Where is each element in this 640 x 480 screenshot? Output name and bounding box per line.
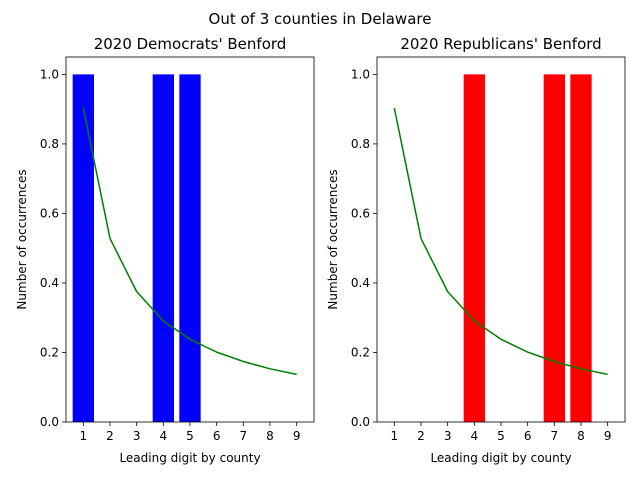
republicans-panel: 1 2 3 4 5 6 7 8 9 0.0 0.2 0.4 0.6 0.8 1.0 2020 Republic… (326, 35, 626, 465)
chart-0-y-tick-label-2: 0.4 (40, 276, 59, 290)
chart-0-x-tick-label-2: 2 (106, 429, 114, 443)
chart-1-y-tick-label-1: 0.2 (351, 345, 370, 359)
chart-1-y-tick-label-3: 0.6 (351, 206, 370, 220)
chart-1-x-tick-label-1: 1 (391, 429, 399, 443)
chart-1-x-tick-label-9: 9 (604, 429, 612, 443)
chart-0-y-tick-label-5: 1.0 (40, 67, 59, 81)
democrats-panel: 1 2 3 4 5 6 7 8 9 0.0 0.2 0.4 0.6 0.8 1.0 2020 Democrat… (15, 35, 315, 465)
chart-0-benford-line (82, 107, 297, 376)
chart-0-x-tick-label-9: 9 (293, 429, 301, 443)
chart-0-x-axis-label: Leading digit by county (119, 451, 260, 465)
chart-1-y-tick-label-5: 1.0 (351, 67, 370, 81)
chart-1-x-tick-label-6: 6 (524, 429, 532, 443)
chart-0-title: 2020 Democrats' Benford (94, 35, 287, 53)
chart-1-x-tick-label-4: 4 (471, 429, 479, 443)
chart-0-x-tick-label-7: 7 (240, 429, 248, 443)
figure-suptitle: Out of 3 counties in Delaware (209, 10, 432, 28)
chart-0-y-tick-label-3: 0.6 (40, 206, 59, 220)
chart-0-x-tick-label-8: 8 (266, 429, 274, 443)
chart-1-bar-digit-8 (570, 74, 592, 422)
chart-0-x-tick-label-3: 3 (133, 429, 141, 443)
chart-0-bar-digit-1 (72, 74, 94, 422)
chart-0-bar-digit-4 (152, 74, 174, 422)
chart-1-x-tick-label-7: 7 (551, 429, 559, 443)
chart-0-y-tick-label-4: 0.8 (40, 137, 59, 151)
chart-0-x-tick-label-6: 6 (213, 429, 221, 443)
chart-0-bar-digit-5 (179, 74, 201, 422)
chart-1-x-tick-label-8: 8 (577, 429, 585, 443)
chart-1-y-tick-label-4: 0.8 (351, 137, 370, 151)
chart-0-x-tick-label-4: 4 (160, 429, 168, 443)
chart-1-bar-digit-7 (543, 74, 565, 422)
chart-1-y-axis-label: Number of occurrences (326, 169, 340, 309)
chart-1-benford-line (393, 107, 608, 376)
chart-1-y-tick-label-2: 0.4 (351, 276, 370, 290)
chart-0-y-tick-label-0: 0.0 (40, 415, 59, 429)
chart-0-x-tick-label-5: 5 (186, 429, 194, 443)
chart-1-bar-digit-4 (463, 74, 485, 422)
chart-0-y-tick-label-1: 0.2 (40, 345, 59, 359)
chart-1-x-tick-label-5: 5 (497, 429, 505, 443)
chart-0-y-axis-label: Number of occurrences (15, 169, 29, 309)
chart-1-x-axis-label: Leading digit by county (430, 451, 571, 465)
chart-1-x-tick-label-2: 2 (417, 429, 425, 443)
chart-0-x-tick-label-1: 1 (80, 429, 88, 443)
chart-1-title: 2020 Republicans' Benford (400, 35, 601, 53)
chart-1-y-tick-label-0: 0.0 (351, 415, 370, 429)
chart-1-x-tick-label-3: 3 (444, 429, 452, 443)
